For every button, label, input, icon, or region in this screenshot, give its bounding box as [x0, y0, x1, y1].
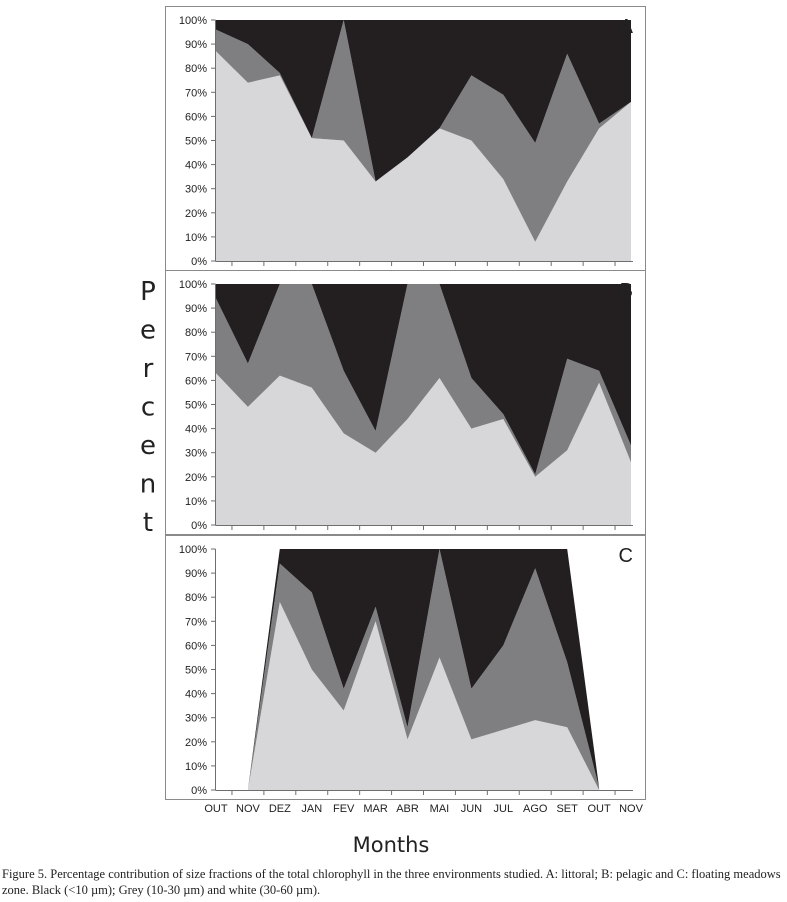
y-tick-label: 40%	[185, 689, 207, 701]
x-tick-label: NOV	[236, 803, 261, 815]
y-tick-label: 100%	[179, 279, 207, 291]
y-tick-label: 100%	[179, 15, 207, 27]
y-tick-label: 30%	[185, 448, 207, 460]
y-axis-label-letter: e	[140, 431, 156, 461]
chart-panel-c: 0% 10% 20% 30% 40% 50% 60% 70% 80% 90% 100% OUT NOV D…	[165, 535, 646, 815]
series-area-black-b	[216, 284, 631, 475]
y-axis-label-letter: c	[141, 393, 155, 423]
chart-panel-b: 0% 10% 20% 30% 40% 50% 60% 70% 80% 90% 100% B	[165, 270, 646, 535]
y-axis-label-letter: t	[143, 508, 153, 538]
x-tick-label: JUL	[494, 803, 514, 815]
y-tick-label: 90%	[185, 303, 207, 315]
y-tick-label: 10%	[185, 232, 207, 244]
y-axis-label-letter: e	[140, 316, 156, 346]
y-tick-label: 10%	[185, 496, 207, 508]
x-tick-label: AGO	[523, 803, 548, 815]
chart-panel-a: 0% 10% 20% 30% 40% 50% 60% 70% 80% 90% 100% A	[165, 6, 646, 271]
y-tick-label: 20%	[185, 208, 207, 220]
y-axis-label-letter: P	[140, 277, 156, 307]
y-tick-label: 70%	[185, 87, 207, 99]
x-tick-label: JAN	[301, 803, 322, 815]
y-tick-label: 40%	[185, 424, 207, 436]
y-axis-label-letter: n	[140, 470, 156, 500]
y-tick-label: 0%	[191, 520, 207, 532]
y-axis-label-letter: r	[143, 354, 154, 384]
series-area-grey-b	[216, 284, 631, 477]
y-tick-label: 0%	[191, 785, 207, 797]
y-tick-label: 30%	[185, 184, 207, 196]
y-tick-label: 0%	[191, 256, 207, 268]
y-tick-label: 30%	[185, 713, 207, 725]
x-tick-label: ABR	[396, 803, 419, 815]
y-tick-label: 80%	[185, 592, 207, 604]
x-tick-label: OUT	[204, 803, 228, 815]
y-tick-label: 70%	[185, 351, 207, 363]
figure-caption: Figure 5. Percentage contribution of siz…	[2, 867, 781, 897]
y-tick-label: 60%	[185, 375, 207, 387]
x-tick-label: FEV	[333, 803, 355, 815]
y-tick-label: 80%	[185, 327, 207, 339]
y-tick-label: 20%	[185, 472, 207, 484]
y-tick-label: 40%	[185, 160, 207, 172]
series-area-grey-a	[216, 20, 631, 242]
panel-label: B	[620, 280, 633, 302]
series-area-black-c	[247, 549, 600, 790]
y-tick-label: 90%	[185, 39, 207, 51]
y-tick-label: 70%	[185, 616, 207, 628]
x-tick-label: MAR	[363, 803, 388, 815]
y-tick-label: 50%	[185, 136, 207, 148]
y-tick-label: 50%	[185, 665, 207, 677]
series-area-black-a	[216, 20, 631, 182]
x-tick-label: NOV	[619, 803, 644, 815]
x-tick-label: SET	[556, 803, 578, 815]
chart-panels: 0% 10% 20% 30% 40% 50% 60% 70% 80% 90% 100% A 0% 10% 2…	[165, 6, 646, 815]
y-tick-label: 50%	[185, 400, 207, 412]
series-area-white-a	[216, 51, 631, 261]
x-tick-label: OUT	[587, 803, 611, 815]
y-tick-label: 90%	[185, 568, 207, 580]
y-tick-label: 60%	[185, 640, 207, 652]
x-tick-label: MAI	[430, 803, 450, 815]
y-tick-label: 20%	[185, 737, 207, 749]
series-area-white-c	[247, 602, 600, 790]
series-area-white-b	[216, 373, 631, 525]
y-axis-label: Percent	[140, 277, 156, 538]
series-area-grey-c	[247, 549, 600, 790]
x-tick-label: JUN	[461, 803, 482, 815]
x-tick-label: DEZ	[269, 803, 291, 815]
y-tick-label: 80%	[185, 63, 207, 75]
panel-label: C	[619, 545, 633, 567]
y-tick-label: 60%	[185, 111, 207, 123]
y-tick-label: 10%	[185, 761, 207, 773]
y-tick-label: 100%	[179, 544, 207, 556]
panel-label: A	[620, 16, 634, 38]
x-axis-label: Months	[353, 833, 430, 857]
